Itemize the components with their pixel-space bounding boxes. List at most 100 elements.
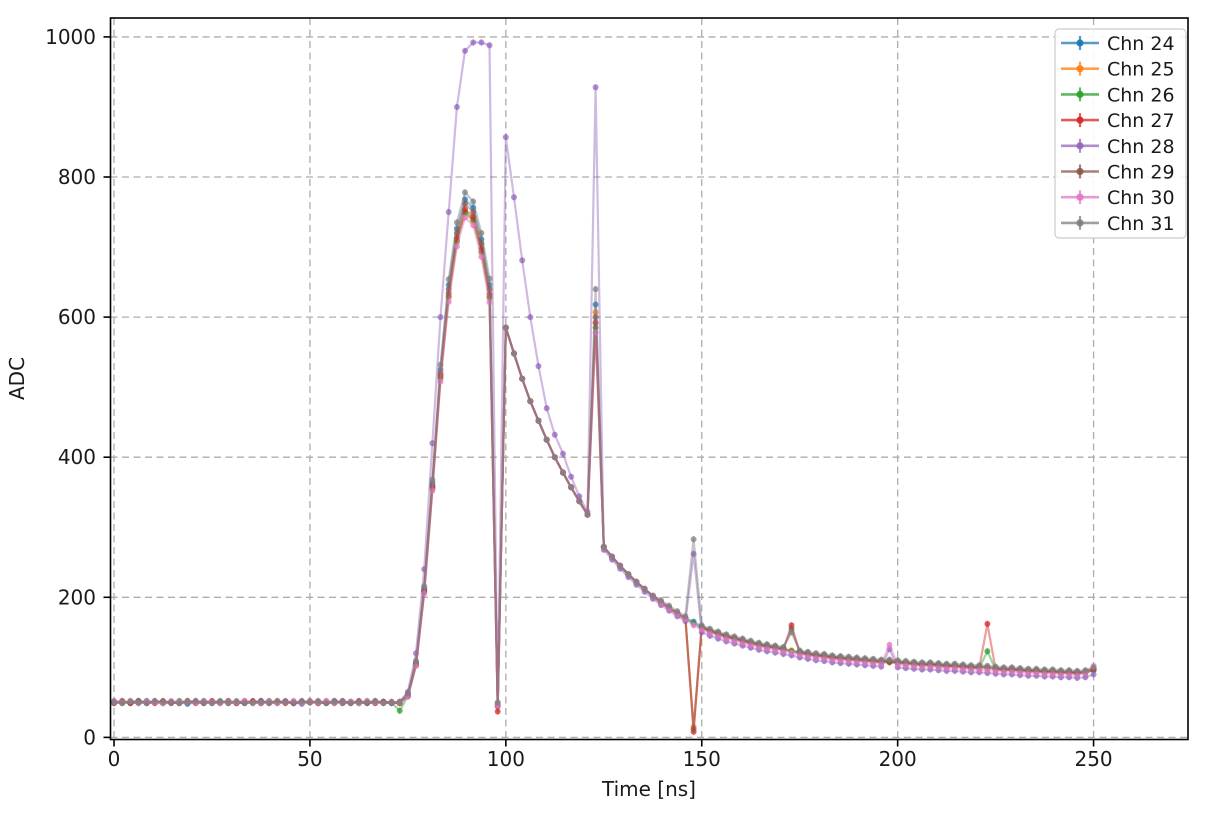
data-point	[462, 206, 468, 213]
data-point	[1000, 664, 1007, 671]
series-errorbars-chn-30	[113, 214, 1095, 709]
data-point	[413, 658, 419, 664]
legend-label: Chn 25	[1107, 59, 1175, 81]
data-point	[543, 436, 550, 443]
data-point	[870, 655, 877, 662]
data-point	[837, 657, 844, 664]
data-point	[1041, 666, 1048, 673]
data-point	[290, 700, 297, 707]
legend-layer: Chn 24 Chn 25 Chn 26 Chn 27 Chn 28 Chn 29 Chn …	[1054, 28, 1187, 239]
legend-entry-chn-29: Chn 29	[1061, 162, 1175, 184]
data-point	[560, 469, 566, 476]
data-point	[209, 700, 215, 707]
data-point	[462, 200, 468, 207]
data-point	[715, 632, 722, 639]
data-point	[429, 440, 436, 447]
data-point	[902, 662, 909, 669]
data-point	[878, 656, 885, 663]
data-point	[241, 700, 248, 707]
legend-label: Chn 31	[1107, 213, 1175, 235]
data-point	[845, 658, 852, 664]
data-point	[119, 700, 126, 707]
data-point	[502, 134, 509, 141]
y-tick-label: 1000	[45, 25, 96, 49]
data-point	[478, 240, 485, 247]
data-point	[453, 225, 460, 232]
data-point	[551, 431, 558, 438]
data-point	[935, 664, 942, 671]
data-point	[486, 42, 493, 49]
y-tick-label: 200	[58, 585, 96, 609]
data-point	[1008, 664, 1015, 671]
data-point	[135, 699, 142, 706]
data-point	[625, 571, 632, 578]
series-errorbars-chn-24	[113, 196, 1095, 709]
data-point	[674, 608, 681, 615]
legend-entry-chn-26: Chn 26	[1061, 84, 1175, 106]
data-point	[821, 655, 828, 662]
data-point	[584, 511, 591, 518]
data-point	[1033, 665, 1040, 672]
x-tick-label: 0	[108, 747, 121, 771]
data-point	[315, 698, 322, 704]
data-point	[649, 592, 656, 599]
legend-label: Chn 24	[1107, 33, 1175, 55]
data-point	[429, 482, 436, 489]
data-point	[511, 350, 517, 357]
data-point	[690, 622, 697, 629]
data-point	[274, 698, 281, 704]
data-point	[698, 622, 705, 629]
data-point	[984, 667, 991, 674]
data-point	[1033, 670, 1040, 676]
data-point	[413, 662, 419, 669]
data-point	[576, 498, 583, 505]
data-layer	[111, 39, 1097, 735]
legend-entry-chn-31: Chn 31	[1061, 213, 1175, 235]
legend-marker	[1076, 116, 1084, 124]
data-point	[984, 662, 991, 669]
legend-entry-chn-30: Chn 30	[1061, 187, 1175, 209]
legend-entry-chn-27: Chn 27	[1061, 110, 1175, 132]
series-errorbars-chn-28	[113, 39, 1095, 710]
data-point	[902, 658, 909, 664]
data-point	[1025, 665, 1032, 672]
data-point	[470, 213, 477, 220]
data-point	[184, 698, 191, 705]
data-point	[813, 650, 819, 657]
data-point	[960, 661, 966, 668]
data-point	[388, 699, 395, 706]
data-point	[919, 663, 926, 670]
data-point	[657, 597, 664, 604]
data-point	[396, 698, 403, 705]
series-errorbars-chn-29	[113, 200, 1095, 733]
data-point	[486, 291, 493, 297]
data-point	[731, 637, 738, 644]
data-point	[706, 630, 713, 636]
series-errorbars-chn-27	[113, 206, 1095, 735]
data-point	[331, 698, 338, 705]
data-point	[364, 699, 371, 706]
data-point	[421, 583, 428, 590]
series-markers-chn-30	[111, 214, 1097, 709]
x-tick-label: 50	[297, 747, 322, 771]
legend-marker	[1076, 219, 1084, 227]
data-point	[551, 454, 558, 461]
plot-border	[109, 17, 1189, 741]
data-point	[437, 370, 444, 377]
data-point	[968, 666, 975, 673]
data-point	[160, 698, 166, 705]
data-point	[347, 700, 354, 707]
series-markers-chn-26	[111, 209, 1097, 714]
data-point	[258, 698, 264, 705]
data-point	[1049, 666, 1056, 673]
data-point	[143, 700, 150, 707]
data-point	[502, 324, 509, 331]
data-point	[200, 699, 207, 706]
data-point	[413, 650, 419, 657]
data-point	[486, 281, 493, 288]
data-point	[519, 375, 526, 382]
legend-entry-chn-25: Chn 25	[1061, 59, 1175, 81]
x-axis-label: Time [ns]	[601, 777, 696, 801]
data-point	[641, 585, 648, 592]
